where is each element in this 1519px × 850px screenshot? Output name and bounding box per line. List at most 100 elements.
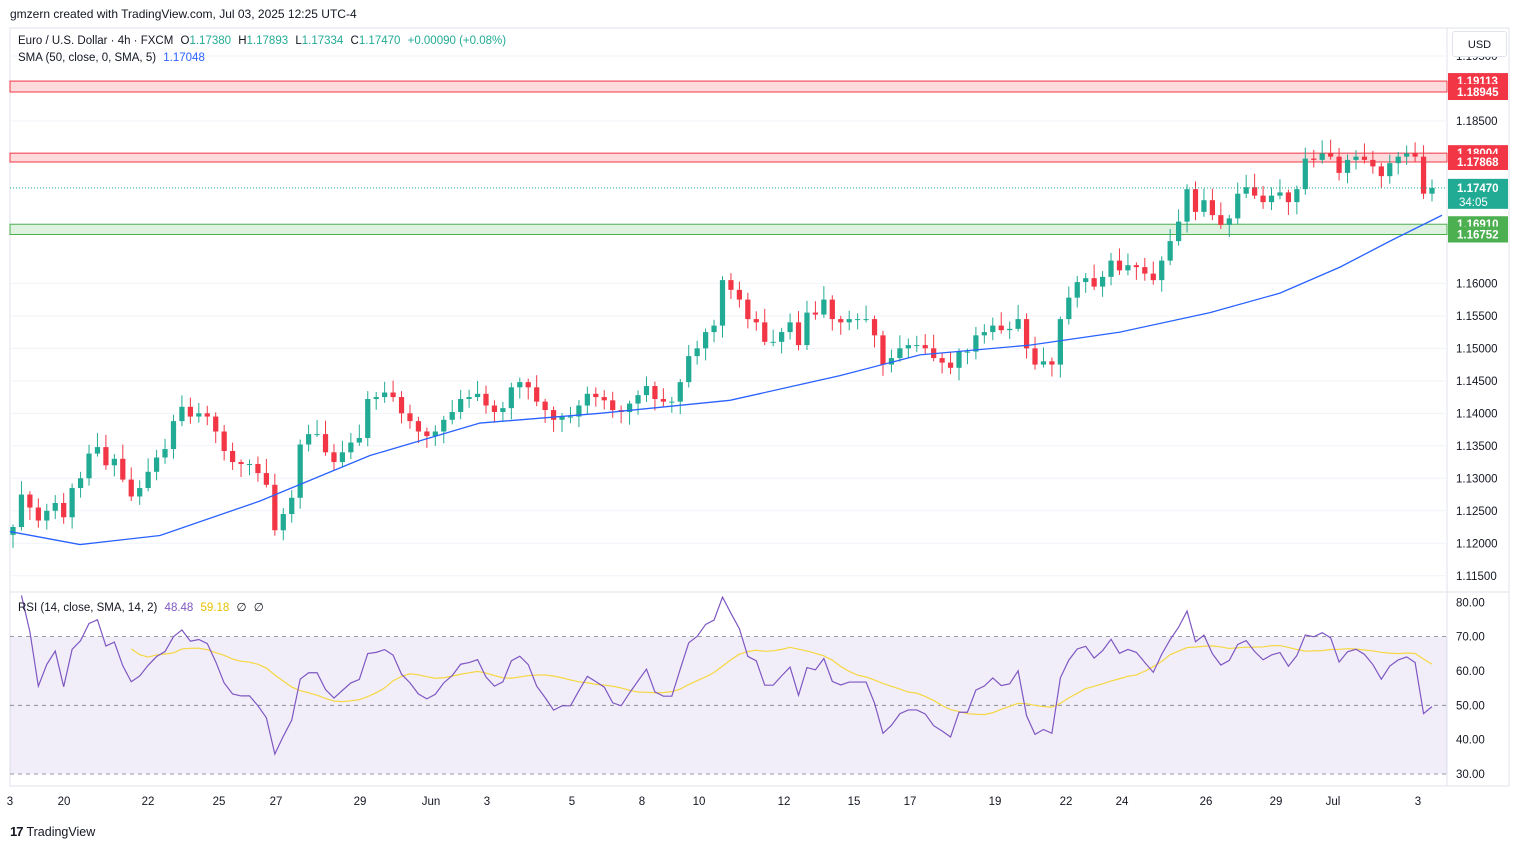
candle <box>922 345 928 349</box>
candle <box>601 397 607 401</box>
candle <box>711 325 717 333</box>
candle <box>27 494 33 508</box>
time-tick-label: 17 <box>904 796 917 808</box>
zone-price-badge <box>1448 153 1508 170</box>
candle <box>1184 189 1190 222</box>
candle <box>18 494 25 528</box>
candle <box>508 387 514 409</box>
candle <box>973 335 979 352</box>
candle <box>998 325 1004 331</box>
time-tick-label: 27 <box>270 796 283 808</box>
rsi-tick-label: 70.00 <box>1456 632 1485 644</box>
candle <box>652 386 658 400</box>
time-tick-label: Jun <box>422 796 441 808</box>
zone-price-badge <box>1448 84 1508 101</box>
candle <box>1429 187 1435 194</box>
sma-value: 1.17048 <box>163 52 205 64</box>
candle <box>153 457 160 472</box>
candle <box>289 497 295 515</box>
candle <box>170 421 177 450</box>
candle <box>686 356 692 383</box>
time-tick-label: 3 <box>484 796 490 808</box>
candle <box>213 416 219 432</box>
candle <box>365 399 371 439</box>
candle <box>728 280 734 290</box>
support-zone <box>9 223 1448 235</box>
price-tick-label: 1.15500 <box>1456 311 1498 323</box>
candle <box>1150 273 1156 281</box>
candle <box>855 319 861 321</box>
candle <box>1192 189 1199 212</box>
candle <box>753 319 759 323</box>
candle <box>1311 158 1317 160</box>
change-value: +0.00090 (+0.08%) <box>407 35 507 47</box>
candle <box>1074 282 1080 298</box>
candle <box>382 392 388 398</box>
candle <box>246 463 253 465</box>
price-tick-label: 1.15000 <box>1456 343 1498 355</box>
candle <box>736 289 743 300</box>
open-value: 1.17380 <box>189 35 232 47</box>
candle <box>871 319 878 336</box>
time-tick-label: 10 <box>693 796 706 808</box>
candle <box>702 332 709 349</box>
candle <box>626 403 633 413</box>
candle <box>762 322 768 342</box>
candle <box>888 358 895 365</box>
candle <box>415 421 422 432</box>
candle <box>449 412 455 420</box>
high-label: H <box>238 35 247 47</box>
candle <box>229 451 236 463</box>
candle <box>373 397 379 400</box>
price-tick-label: 1.13500 <box>1456 441 1498 453</box>
candle <box>86 453 92 479</box>
time-tick-label: 25 <box>213 796 226 808</box>
candle <box>1108 260 1114 277</box>
time-tick-label: 22 <box>1060 796 1073 808</box>
rsi-band <box>10 636 1447 774</box>
rsi-extra-1: ∅ <box>236 602 247 614</box>
candle <box>1049 361 1055 365</box>
candle <box>1066 297 1072 320</box>
candle <box>1175 221 1182 242</box>
candle <box>525 382 531 388</box>
candle <box>1032 348 1038 365</box>
rsi-value: 48.48 <box>164 602 194 614</box>
rsi-tick-label: 80.00 <box>1456 597 1485 609</box>
candle <box>407 413 413 422</box>
candle <box>1285 192 1292 203</box>
price-tick-label: 1.18500 <box>1456 116 1498 128</box>
candle <box>812 312 819 315</box>
candle <box>255 463 261 474</box>
candle <box>838 319 844 323</box>
candle <box>331 452 337 463</box>
candle <box>1302 158 1308 190</box>
attribution: gmzern created with TradingView.com, Jul… <box>10 7 357 21</box>
candle <box>584 393 590 406</box>
candle <box>1116 260 1123 271</box>
candles <box>10 139 1435 548</box>
candle <box>128 479 134 497</box>
candle <box>1142 267 1148 274</box>
candle <box>593 393 599 398</box>
candle <box>1294 189 1300 203</box>
candle <box>1015 319 1021 329</box>
candle <box>677 382 683 402</box>
footer-brand[interactable]: 17 TradingView <box>10 824 95 839</box>
candle <box>719 280 726 326</box>
last-price-label: 1.17470 <box>1457 183 1499 195</box>
candle <box>398 397 405 414</box>
candle <box>559 416 565 420</box>
candle <box>542 401 548 411</box>
candle <box>829 299 835 320</box>
candle <box>1201 200 1207 212</box>
currency-button[interactable]: USD <box>1452 31 1507 57</box>
candle <box>981 332 987 336</box>
candle <box>61 502 67 518</box>
time-tick-label: 12 <box>778 796 791 808</box>
rsi-label: RSI (14, close, SMA, 14, 2) <box>18 602 158 614</box>
candle <box>187 406 193 417</box>
zone-price-label: 1.18945 <box>1457 87 1499 99</box>
candle <box>1218 215 1224 225</box>
